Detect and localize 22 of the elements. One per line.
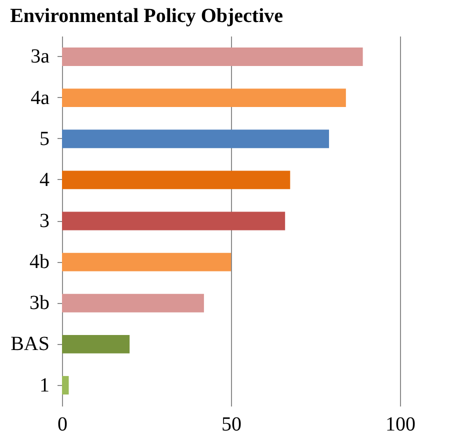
bar — [62, 334, 130, 354]
y-tick-label: 5 — [40, 128, 50, 150]
bar — [62, 252, 231, 272]
y-tick-label: 1 — [40, 374, 50, 396]
y-tick-label: 3 — [40, 210, 50, 232]
bar — [62, 88, 346, 108]
y-tick-label: 4b — [30, 251, 50, 274]
bar — [62, 212, 286, 230]
bar — [62, 294, 204, 312]
bar — [62, 376, 69, 394]
y-tick-label: 3a — [30, 46, 50, 68]
y-tick-label: 4a — [30, 86, 50, 109]
x-tick-label: 100 — [386, 414, 416, 436]
x-tick-label: 0 — [58, 414, 68, 436]
y-tick-label: BAS — [10, 333, 50, 356]
bar — [62, 170, 290, 190]
x-tick-label: 50 — [222, 414, 242, 436]
bar — [62, 48, 363, 66]
chart-title: Environmental Policy Objective — [10, 5, 284, 27]
bar — [62, 130, 330, 148]
y-tick-label: 4 — [40, 168, 50, 191]
y-tick-label: 3b — [30, 292, 50, 314]
